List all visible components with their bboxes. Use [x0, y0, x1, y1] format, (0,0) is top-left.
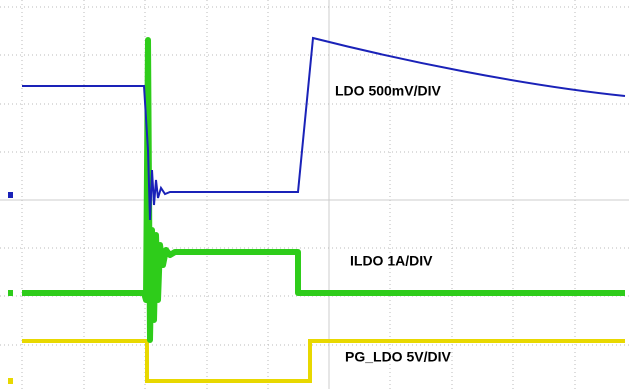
pg-trace: [22, 339, 625, 383]
ch2-marker: [8, 290, 13, 296]
ch3-marker: [8, 378, 13, 384]
ldo-trace: [22, 36, 626, 221]
trace-label: ILDO 1A/DIV: [350, 253, 433, 269]
trace-label: PG_LDO 5V/DIV: [345, 349, 451, 365]
trace-label: LDO 500mV/DIV: [335, 83, 441, 99]
ch1-marker: [8, 192, 13, 198]
